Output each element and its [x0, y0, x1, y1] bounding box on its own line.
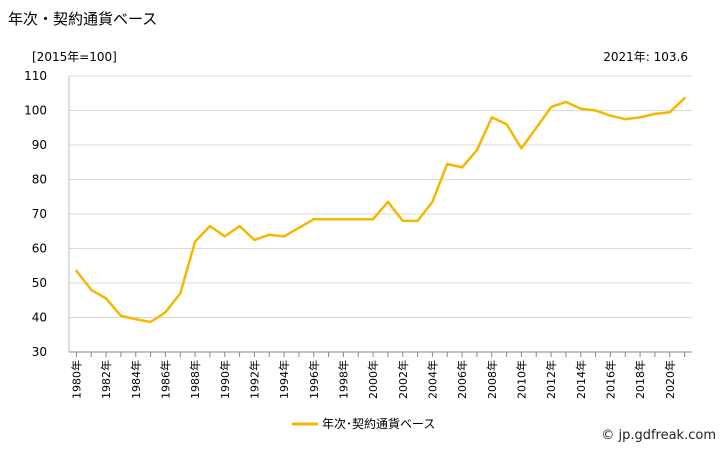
data-point [104, 297, 108, 300]
data-point [386, 200, 390, 204]
data-point [653, 112, 657, 116]
latest-value-label: 2021年: 103.6 [603, 50, 688, 64]
y-axis: 30 40 50 60 70 80 90 100 110 [24, 69, 70, 359]
series-lines [75, 96, 686, 324]
data-point [282, 235, 286, 238]
data-point [535, 126, 538, 129]
y-tick-label: 100 [24, 104, 47, 118]
data-point [683, 96, 686, 100]
data-point [624, 117, 627, 121]
data-point [579, 107, 582, 110]
data-point [90, 288, 93, 292]
x-tick-label: 1984年 [129, 360, 143, 399]
data-point [505, 123, 508, 126]
y-tick-label: 80 [32, 173, 47, 187]
data-point [594, 109, 597, 112]
y-tick-label: 40 [32, 311, 47, 325]
data-point [460, 166, 464, 169]
data-point [164, 311, 167, 314]
data-point [401, 219, 404, 223]
x-tick-label: 2014年 [574, 360, 588, 399]
x-tick-label: 1980年 [69, 360, 83, 399]
legend: 年次･契約通貨ベース [292, 416, 435, 431]
data-point [371, 217, 375, 221]
series-line [75, 96, 686, 324]
x-tick-label: 2008年 [485, 360, 499, 399]
x-tick-label: 2012年 [544, 360, 558, 399]
data-point [327, 217, 330, 221]
x-tick-label: 1992年 [247, 360, 261, 399]
y-tick-label: 50 [32, 276, 47, 290]
chart-title: 年次・契約通貨ベース [8, 10, 158, 28]
x-tick-label: 1986年 [158, 360, 172, 399]
x-tick-label: 1988年 [188, 360, 202, 399]
data-point [268, 233, 271, 236]
x-tick-label: 2006年 [455, 360, 469, 399]
y-tick-label: 90 [32, 138, 47, 152]
data-point [253, 238, 256, 242]
y-tick-label: 70 [32, 207, 47, 221]
x-tick-label: 2018年 [633, 360, 647, 399]
data-point [208, 224, 212, 228]
x-tick-label: 2002年 [396, 360, 410, 399]
y-tick-label: 60 [32, 242, 47, 256]
data-point [297, 226, 301, 229]
grid-lines [69, 75, 692, 353]
data-point [668, 111, 671, 114]
x-tick-label: 2004年 [425, 360, 439, 399]
x-tick-label: 1994年 [277, 360, 291, 399]
y-tick-label: 110 [24, 69, 47, 83]
x-tick-label: 1982年 [99, 360, 113, 399]
data-point [490, 116, 493, 119]
x-tick-label: 2000年 [366, 360, 380, 399]
y-tick-label: 30 [32, 345, 47, 359]
x-tick-label: 2020年 [663, 360, 677, 399]
x-axis: 1980年 1982年 1984年 1986年 1988年 1990年 1992年 1994年… [69, 351, 692, 399]
data-point [179, 292, 182, 295]
data-point [119, 314, 123, 317]
data-point [342, 217, 345, 221]
data-point [357, 217, 360, 221]
data-point [564, 100, 568, 104]
data-point [193, 240, 197, 243]
data-point [134, 318, 137, 321]
data-point [416, 219, 419, 223]
data-point [520, 147, 523, 150]
data-point [431, 200, 434, 204]
x-tick-label: 1998年 [336, 360, 350, 399]
data-point [549, 105, 553, 109]
data-point [238, 224, 241, 228]
data-point [75, 269, 78, 273]
data-point [475, 148, 479, 152]
data-point [312, 217, 315, 221]
data-point [446, 162, 449, 166]
x-tick-label: 2016年 [603, 360, 617, 399]
data-point [609, 114, 612, 117]
legend-label: 年次･契約通貨ベース [322, 416, 435, 431]
unit-label: [2015年=100] [32, 50, 117, 64]
data-point [149, 320, 152, 324]
x-tick-label: 1996年 [307, 360, 321, 399]
data-point [638, 116, 642, 119]
data-point [223, 235, 226, 238]
credit-text: © jp.gdfreak.com [601, 428, 716, 443]
x-tick-label: 1990年 [218, 360, 232, 399]
x-tick-label: 2010年 [514, 360, 528, 399]
